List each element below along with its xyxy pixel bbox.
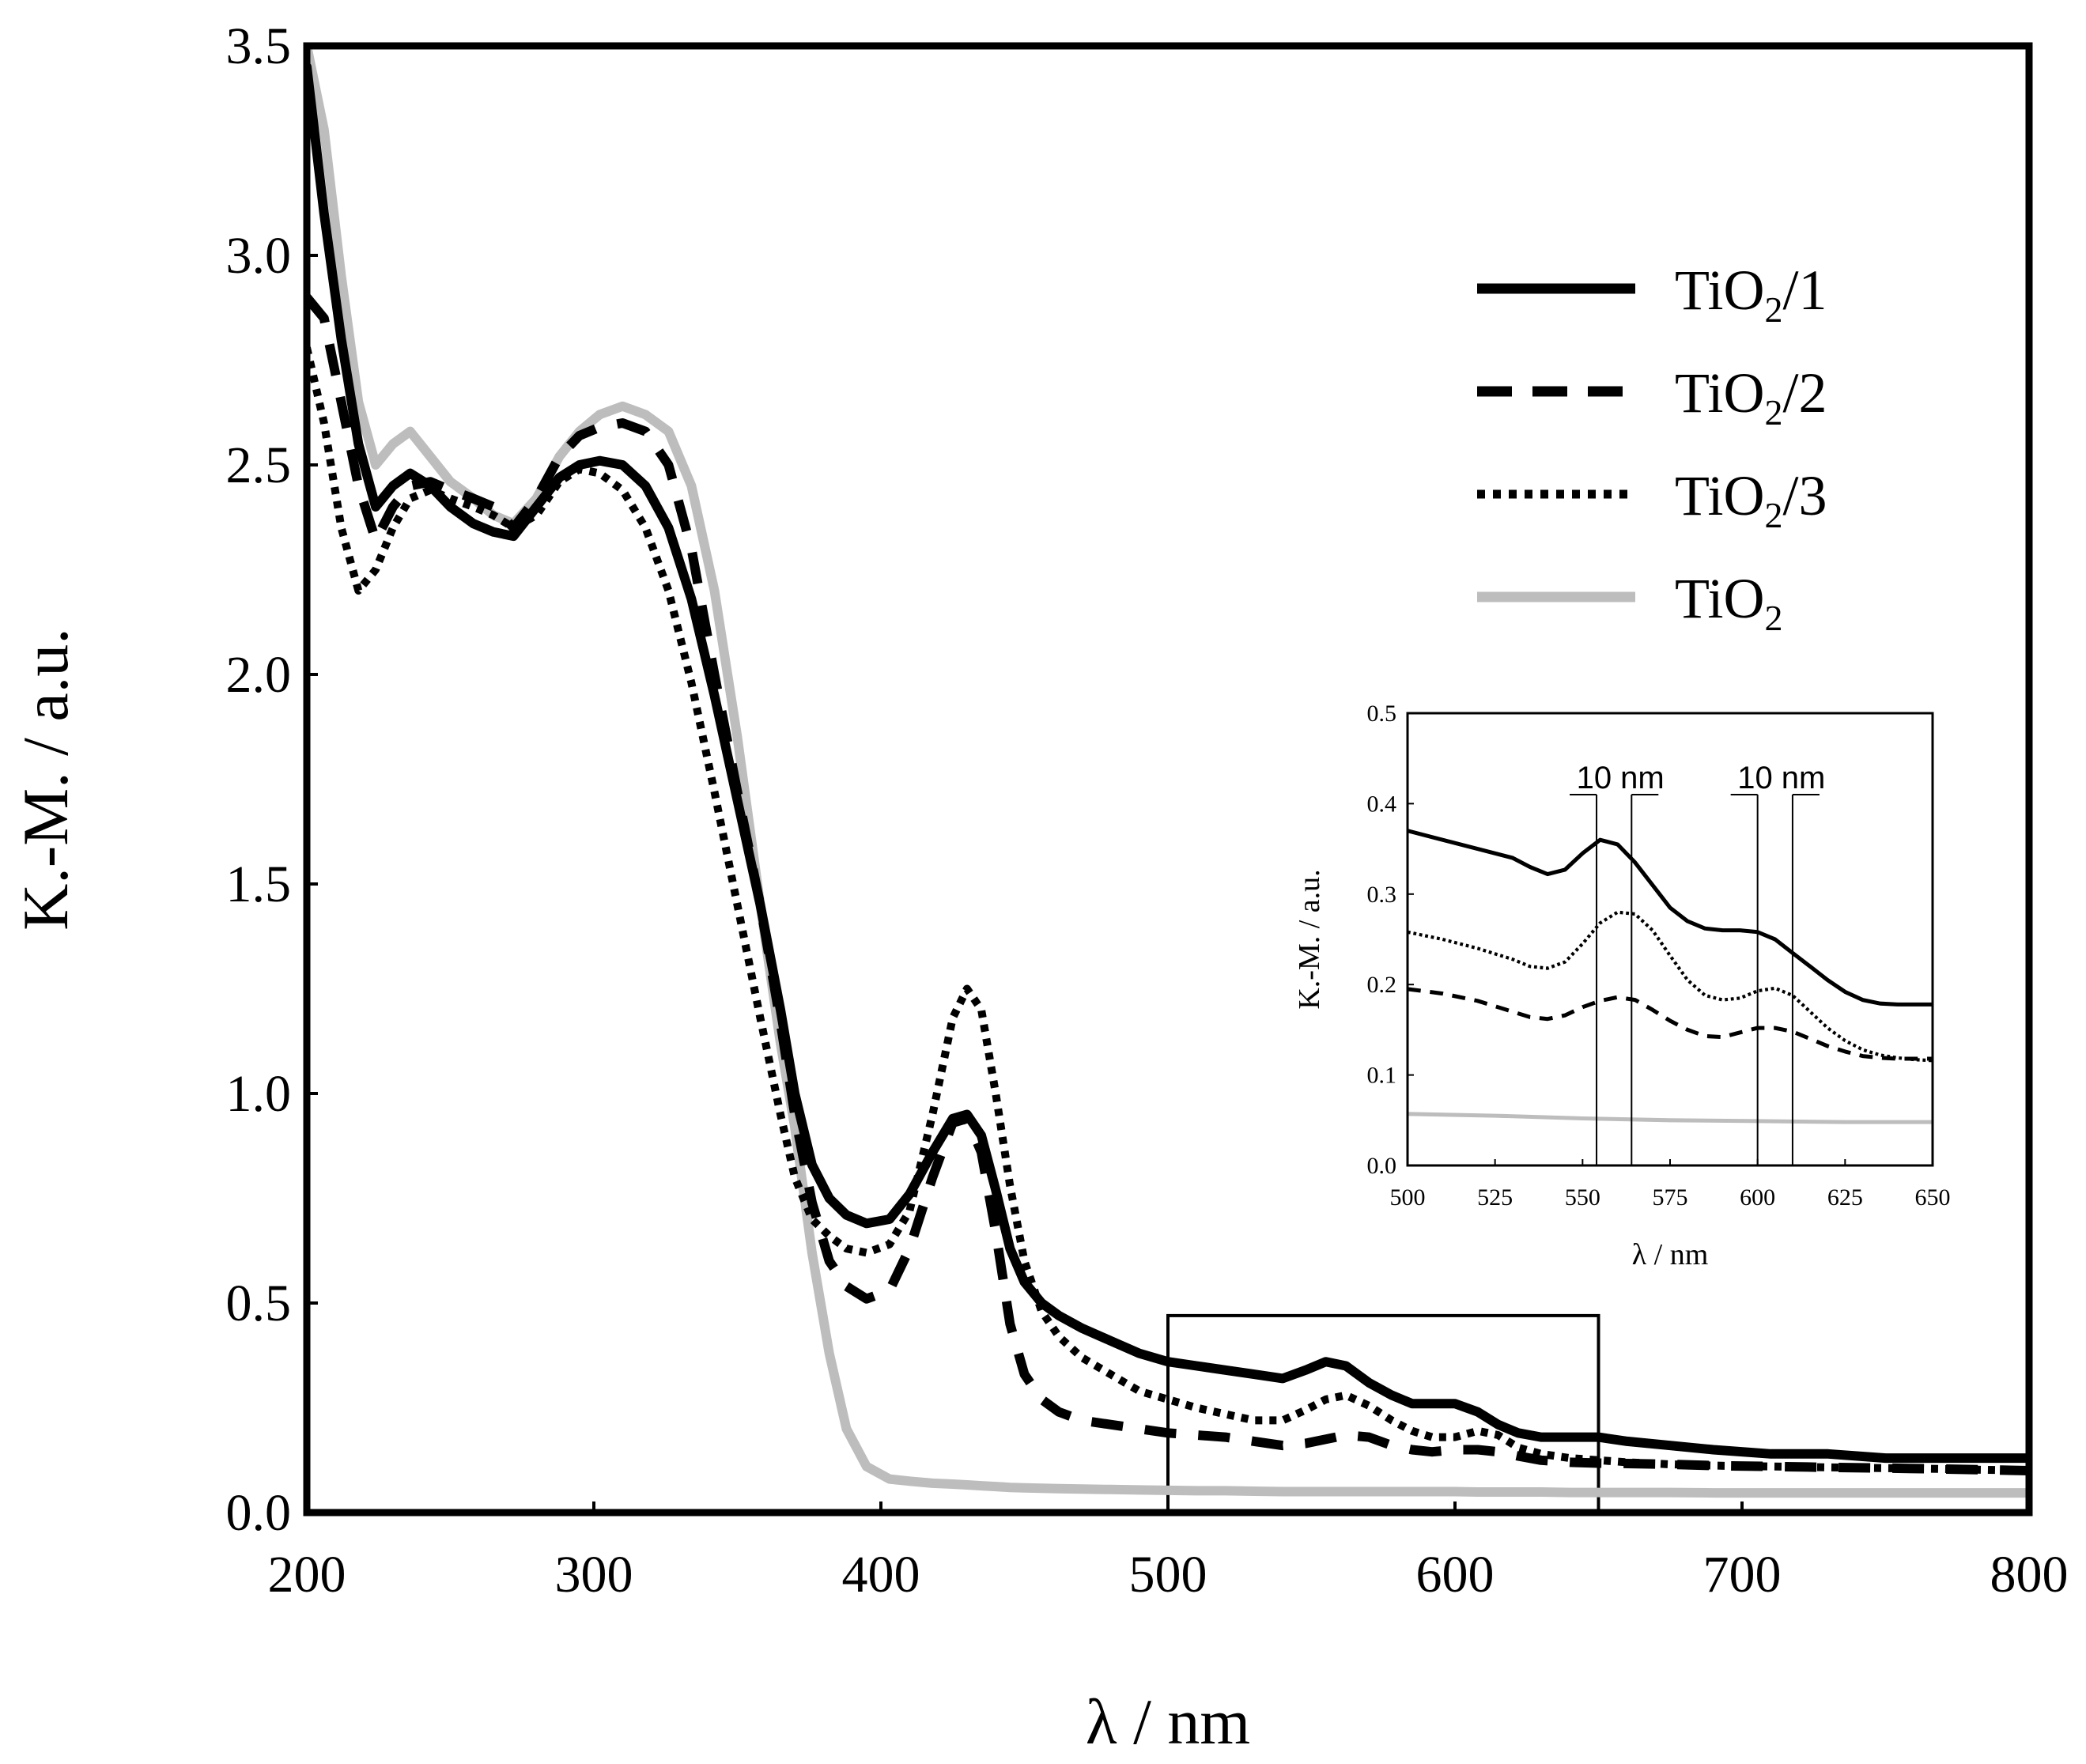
inset-y-tick-label: 0.2	[1367, 972, 1397, 998]
inset-y-axis-title: K.-M. / a.u.	[1293, 869, 1326, 1009]
y-tick-label: 0.5	[226, 1275, 292, 1332]
inset-background	[1408, 713, 1933, 1165]
legend-label-suffix: /3	[1782, 464, 1827, 527]
inset-x-tick-label: 525	[1477, 1184, 1513, 1211]
legend-label-main: TiO	[1675, 361, 1764, 425]
inset-series-tio2_2	[1408, 987, 1933, 1061]
inset-y-tick-label: 0.3	[1367, 882, 1397, 908]
inset-x-tick-label: 625	[1827, 1184, 1863, 1211]
legend-label-main: TiO	[1675, 464, 1764, 527]
x-tick-label: 700	[1703, 1546, 1782, 1603]
inset-y-tick-label: 0.5	[1367, 701, 1397, 727]
inset-y-tick-label: 0.4	[1367, 791, 1397, 817]
x-tick-label: 500	[1129, 1546, 1207, 1603]
main-series-tio2_2	[307, 294, 2029, 1475]
x-tick-label: 300	[555, 1546, 633, 1603]
y-tick-label: 0.0	[226, 1484, 292, 1542]
inset-annotation-label: 10 nm	[1577, 761, 1665, 795]
legend-label-tio2: TiO2	[1675, 567, 1782, 638]
y-tick-label: 3.0	[226, 227, 292, 285]
inset-series-tio2	[1408, 1112, 1933, 1124]
inset-plot: 500 525 550 575 600 625 650 0.0 0.1 0.2 0.3 0.4 0.5 λ…	[1293, 701, 1951, 1271]
y-tick-label: 1.0	[226, 1065, 292, 1123]
legend-label-suffix: /2	[1782, 361, 1827, 425]
inset-x-tick-label: 550	[1565, 1184, 1600, 1211]
x-tick-label: 600	[1416, 1546, 1495, 1603]
legend-label-tio2_3: TiO2/3	[1675, 464, 1827, 535]
main-series-tio2_1	[307, 62, 2029, 1464]
legend-label-tio2_2: TiO2/2	[1675, 361, 1827, 433]
legend-label-suffix: /1	[1782, 259, 1827, 322]
y-tick-label: 1.5	[226, 856, 292, 913]
x-tick-label: 200	[268, 1546, 346, 1603]
legend-label-sub: 2	[1764, 289, 1782, 330]
inset-x-axis-title: λ / nm	[1632, 1238, 1709, 1271]
legend-label-sub: 2	[1764, 598, 1782, 638]
inset-x-tick-label: 600	[1740, 1184, 1775, 1211]
legend-label-main: TiO	[1675, 259, 1764, 322]
legend-label-main: TiO	[1675, 567, 1764, 630]
y-tick-label: 2.0	[226, 646, 292, 704]
y-tick-label: 2.5	[226, 436, 292, 494]
inset-annotation-label: 10 nm	[1737, 761, 1825, 795]
main-series-tio2_3	[307, 346, 2029, 1475]
x-tick-label: 800	[1990, 1546, 2069, 1603]
inset-x-tick-label: 500	[1390, 1184, 1426, 1211]
main-plot: 200 300 400 500 600 700 800 0.0 0.5 1.0 1.5 2.0 2.5 3…	[9, 17, 2069, 1758]
main-series-group	[307, 46, 2029, 1498]
inset-series-tio2_1	[1408, 829, 1933, 1007]
main-frame	[303, 42, 2033, 1517]
y-axis-title: K.-M. / a.u.	[9, 628, 81, 931]
legend-label-sub: 2	[1764, 392, 1782, 433]
x-axis-title: λ / nm	[1086, 1686, 1250, 1758]
y-tick-label: 3.5	[226, 17, 292, 75]
legend-label-tio2_1: TiO2/1	[1675, 259, 1827, 330]
inset-y-tick-label: 0.1	[1367, 1063, 1397, 1089]
inset-series-group	[1408, 829, 1933, 1124]
legend-label-sub: 2	[1764, 495, 1782, 535]
inset-x-tick-label: 575	[1653, 1184, 1688, 1211]
x-tick-label: 400	[842, 1546, 920, 1603]
inset-series-tio2_3	[1408, 910, 1933, 1063]
inset-frame	[1406, 712, 1934, 1167]
inset-x-tick-label: 650	[1915, 1184, 1951, 1211]
inset-y-tick-label: 0.0	[1367, 1153, 1397, 1179]
